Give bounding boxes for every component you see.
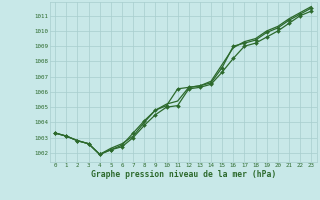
X-axis label: Graphe pression niveau de la mer (hPa): Graphe pression niveau de la mer (hPa): [91, 170, 276, 179]
